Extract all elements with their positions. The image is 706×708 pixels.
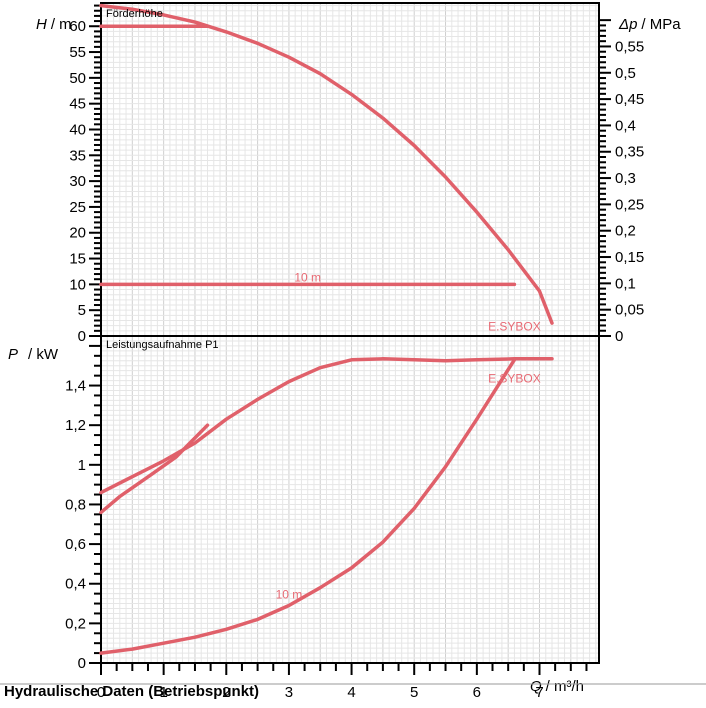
lower-panel-frame [100, 335, 600, 664]
upper-panel-title: Förderhöhe [106, 8, 163, 20]
footer-title: Hydraulische Daten (Betriebspunkt) [4, 683, 259, 700]
y-axis-title-head: H / m [36, 16, 72, 33]
y2-tick-label: 0,45 [615, 91, 644, 108]
curve-series-0 [99, 3, 554, 325]
y-tick-label: 25 [69, 199, 86, 216]
y2-tick-label: 0,25 [615, 196, 644, 213]
lower-panel-curves: E.SYBOX 10 m [99, 357, 554, 655]
y-tick-label: 50 [69, 70, 86, 87]
curve-label: E.SYBOX [488, 372, 541, 386]
y-axis-unit: / m [51, 16, 72, 33]
power-tick-label: 1,4 [65, 378, 86, 395]
upper-panel-ticks: 0 5 10 15 20 25 30 35 40 45 50 55 60 0 0,05 0,1 0,15 0,2 0… [69, 4, 644, 345]
curve-label: 10 m [276, 588, 303, 602]
y2-tick-label: 0,1 [615, 275, 636, 292]
y-tick-label: 15 [69, 251, 86, 268]
y-axis-var: H [36, 16, 47, 33]
power-tick-label: 0,8 [65, 496, 86, 513]
x-tick-label: 1 [159, 684, 167, 701]
curve-label: 10 m [294, 270, 321, 284]
power-tick-label: 0,6 [65, 536, 86, 553]
y2-tick-label: 0,2 [615, 223, 636, 240]
y2-tick-label: 0,15 [615, 249, 644, 266]
y2-tick-label: 0 [615, 328, 623, 345]
y-tick-label: 10 [69, 276, 86, 293]
y-tick-label: 60 [69, 18, 86, 35]
y2-axis-unit: / MPa [641, 16, 681, 33]
y-tick-label: 30 [69, 173, 86, 190]
curve-series-2 [99, 358, 517, 655]
y-tick-label: 0 [78, 328, 86, 345]
y-axis-title-power: P / kW [8, 346, 59, 363]
x-tick-label: 0 [97, 684, 105, 701]
x-axis-title-flow: Q / m³/h [530, 678, 584, 695]
lower-panel-grid [100, 335, 599, 664]
y-tick-label: 35 [69, 147, 86, 164]
y2-tick-label: 0,55 [615, 38, 644, 55]
y-tick-label: 55 [69, 44, 86, 61]
x-axis-var: Q [530, 678, 542, 695]
y-tick-label: 45 [69, 96, 86, 113]
x-axis-unit: / m³/h [546, 678, 584, 695]
x-tick-label: 7 [535, 684, 543, 701]
curve-series-0 [99, 357, 554, 495]
curve-label: E.SYBOX [488, 319, 541, 333]
power-tick-label: 1,2 [65, 417, 86, 434]
power-axis-unit: / kW [28, 346, 59, 363]
y2-axis-title-pressure: Δp / MPa [618, 16, 681, 33]
curve-series-1 [99, 423, 210, 515]
y2-tick-label: 0,05 [615, 302, 644, 319]
y-tick-label: 20 [69, 225, 86, 242]
power-tick-label: 0,4 [65, 576, 86, 593]
y2-tick-label: 0,5 [615, 65, 636, 82]
lower-panel-ticks: 0 0,2 0,4 0,6 0,8 1 1,2 1,4 0 1 2 3 4 5 6 7 [65, 344, 588, 701]
upper-panel-grid [100, 3, 599, 337]
power-tick-label: 0,2 [65, 615, 86, 632]
y-tick-label: 5 [78, 302, 86, 319]
y2-axis-var: Δp [618, 16, 637, 33]
power-tick-label: 0 [78, 655, 86, 672]
y2-tick-label: 0,3 [615, 170, 636, 187]
upper-panel-curves: 10 m E.SYBOX [99, 3, 554, 333]
x-tick-label: 5 [410, 684, 418, 701]
x-tick-label: 6 [473, 684, 481, 701]
x-tick-label: 4 [347, 684, 355, 701]
power-axis-var: P [8, 346, 18, 363]
y2-tick-label: 0,35 [615, 144, 644, 161]
y2-tick-label: 0,4 [615, 117, 636, 134]
y-tick-label: 40 [69, 121, 86, 138]
lower-panel-title: Leistungsaufnahme P1 [106, 339, 219, 351]
power-tick-label: 1 [78, 457, 86, 474]
x-tick-label: 3 [285, 684, 293, 701]
x-tick-label: 2 [222, 684, 230, 701]
